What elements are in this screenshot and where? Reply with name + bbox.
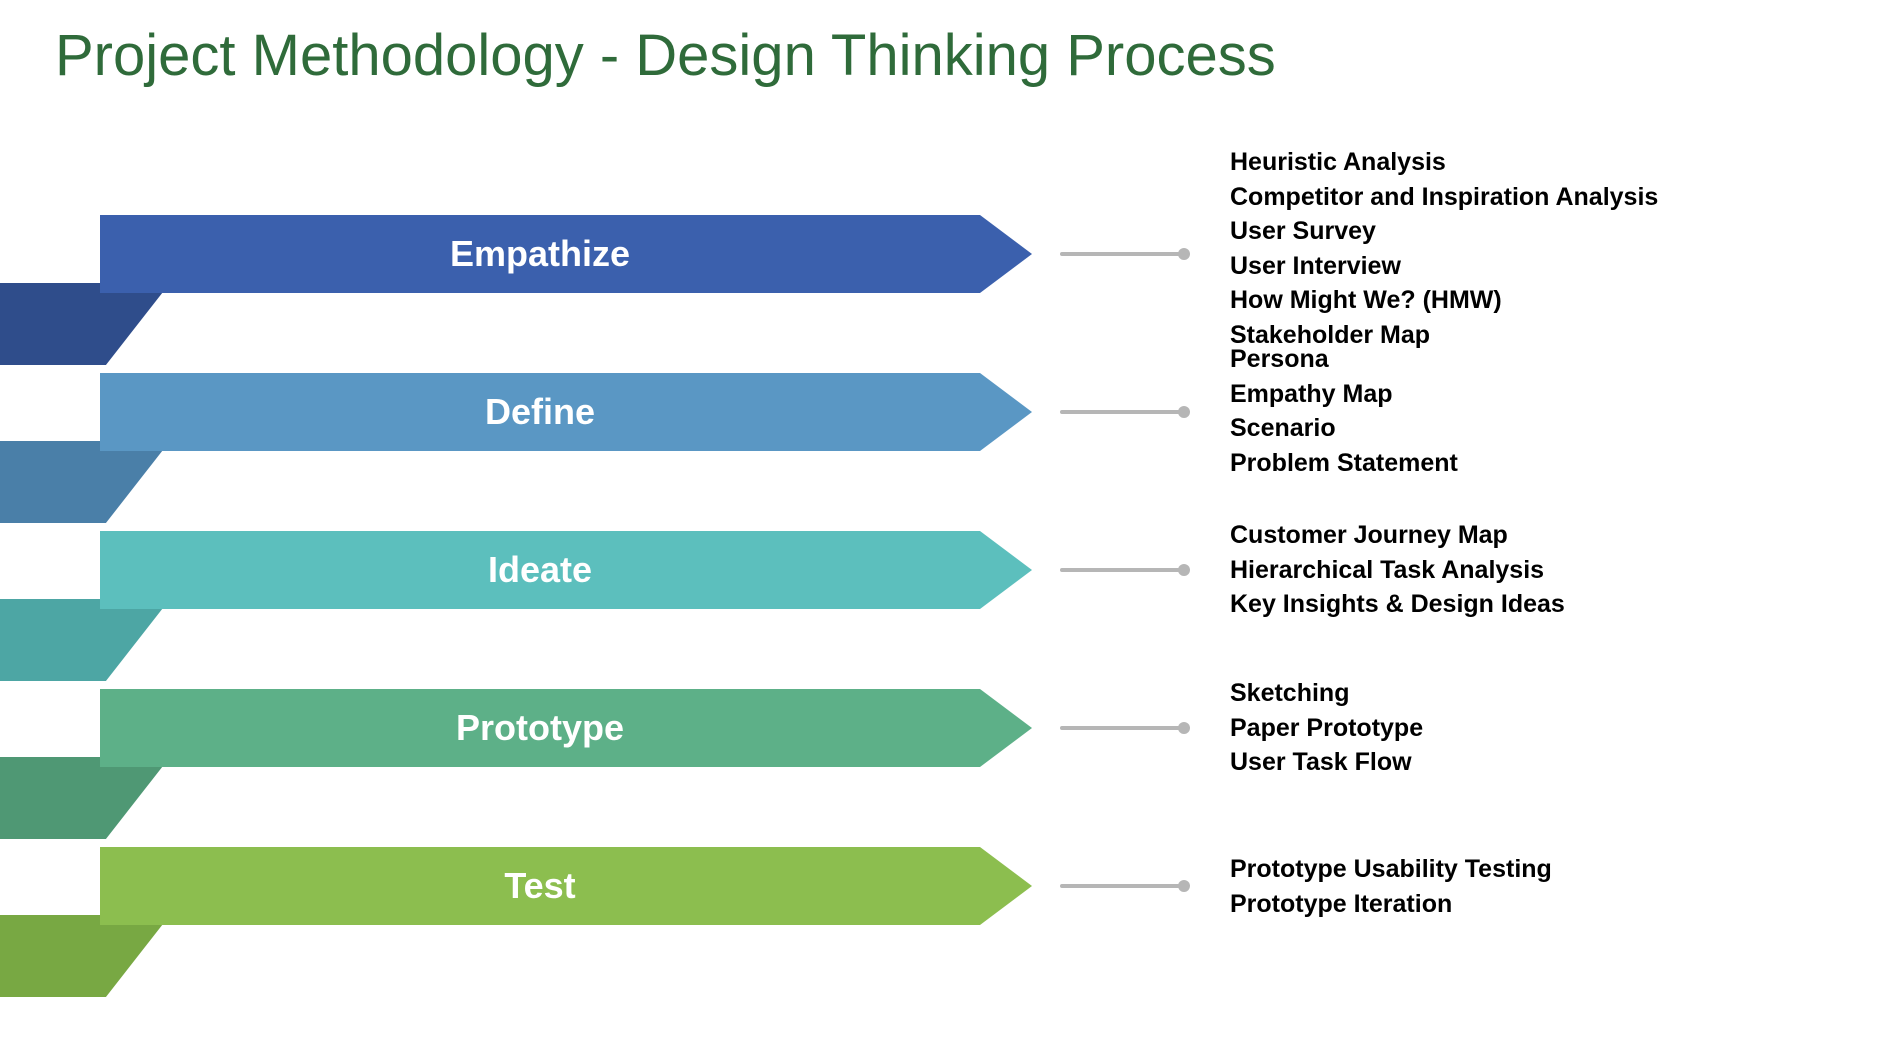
stage-arrow: Define: [100, 373, 980, 451]
stage-items: PersonaEmpathy MapScenarioProblem Statem…: [1230, 342, 1850, 480]
stage-label: Define: [485, 391, 595, 433]
stage-item: How Might We? (HMW): [1230, 283, 1850, 318]
stage-label: Ideate: [488, 549, 592, 591]
slide: Project Methodology - Design Thinking Pr…: [0, 0, 1894, 1059]
connector-dot: [1178, 564, 1190, 576]
connector: [1060, 883, 1190, 889]
stage-tail: [0, 757, 170, 839]
connector-line: [1060, 410, 1182, 414]
stage-item: Competitor and Inspiration Analysis: [1230, 180, 1850, 215]
connector: [1060, 409, 1190, 415]
page-title: Project Methodology - Design Thinking Pr…: [55, 22, 1276, 89]
stage-item: Prototype Iteration: [1230, 887, 1850, 922]
stage-arrowhead: [980, 373, 1032, 451]
stage-arrow: Ideate: [100, 531, 980, 609]
connector-dot: [1178, 880, 1190, 892]
stage-arrow: Test: [100, 847, 980, 925]
stage-item: User Interview: [1230, 249, 1850, 284]
stage-arrow: Prototype: [100, 689, 980, 767]
stage-item: Persona: [1230, 342, 1850, 377]
stage-item: Heuristic Analysis: [1230, 145, 1850, 180]
stage-arrowhead: [980, 215, 1032, 293]
stage-label: Test: [504, 865, 575, 907]
connector-dot: [1178, 406, 1190, 418]
connector-dot: [1178, 722, 1190, 734]
stage-arrow: Empathize: [100, 215, 980, 293]
connector-line: [1060, 884, 1182, 888]
stage-item: Problem Statement: [1230, 446, 1850, 481]
stage-arrowhead: [980, 531, 1032, 609]
stage-tail: [0, 283, 170, 365]
stage-arrowhead: [980, 847, 1032, 925]
stage-item: User Survey: [1230, 214, 1850, 249]
stage-label: Empathize: [450, 233, 630, 275]
connector-line: [1060, 568, 1182, 572]
stage-item: Scenario: [1230, 411, 1850, 446]
stage-item: User Task Flow: [1230, 745, 1850, 780]
stage-arrowhead: [980, 689, 1032, 767]
connector-line: [1060, 726, 1182, 730]
stage-item: Empathy Map: [1230, 377, 1850, 412]
connector: [1060, 725, 1190, 731]
connector-line: [1060, 252, 1182, 256]
stage-label: Prototype: [456, 707, 624, 749]
stage-item: Customer Journey Map: [1230, 518, 1850, 553]
stage-items: Heuristic AnalysisCompetitor and Inspira…: [1230, 145, 1850, 352]
stage-items: SketchingPaper PrototypeUser Task Flow: [1230, 676, 1850, 780]
stage-tail: [0, 441, 170, 523]
stage-item: Key Insights & Design Ideas: [1230, 587, 1850, 622]
stage-items: Prototype Usability TestingPrototype Ite…: [1230, 852, 1850, 921]
stage-item: Prototype Usability Testing: [1230, 852, 1850, 887]
stage-item: Paper Prototype: [1230, 711, 1850, 746]
stage-item: Sketching: [1230, 676, 1850, 711]
connector: [1060, 251, 1190, 257]
connector-dot: [1178, 248, 1190, 260]
stage-items: Customer Journey MapHierarchical Task An…: [1230, 518, 1850, 622]
stage-tail: [0, 599, 170, 681]
stage-item: Hierarchical Task Analysis: [1230, 553, 1850, 588]
connector: [1060, 567, 1190, 573]
stage-tail: [0, 915, 170, 997]
